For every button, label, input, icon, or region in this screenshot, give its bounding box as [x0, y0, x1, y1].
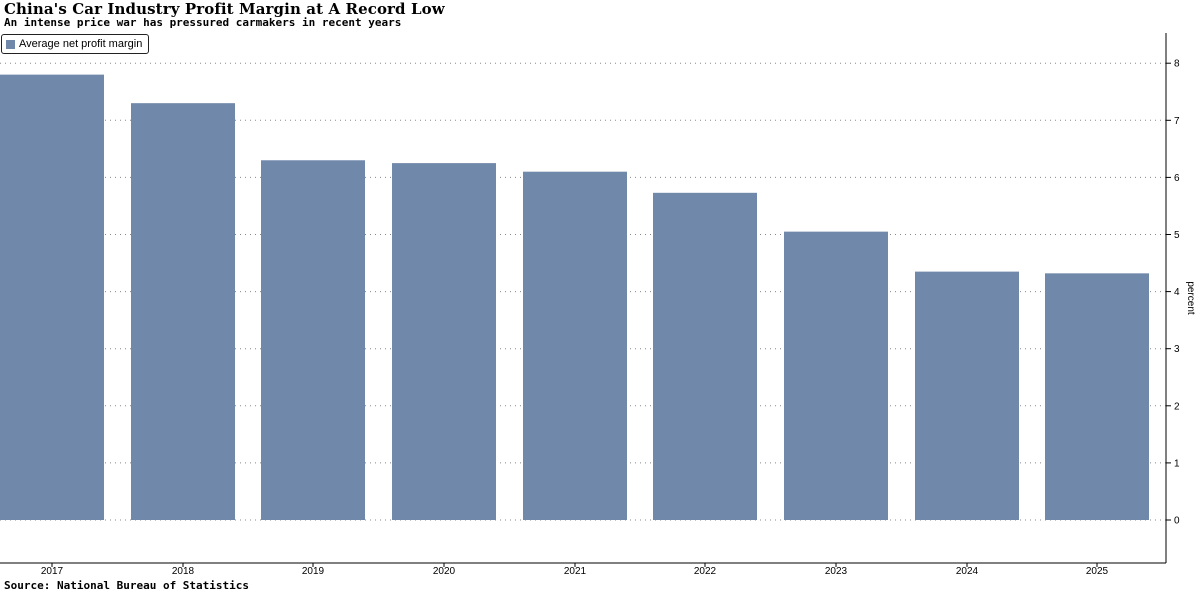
- bar-2018: [131, 103, 235, 521]
- bar-2019: [261, 160, 365, 520]
- x-tick-label: 2022: [694, 566, 717, 577]
- y-tick-label: 6: [1174, 173, 1180, 184]
- legend-swatch: [6, 39, 15, 49]
- y-tick-label: 4: [1174, 287, 1180, 298]
- y-tick-label: 7: [1174, 116, 1180, 127]
- x-tick-label: 2025: [1086, 566, 1109, 577]
- y-tick-label: 3: [1174, 344, 1180, 355]
- bar-2017: [0, 74, 104, 521]
- x-tick-label: 2020: [433, 566, 456, 577]
- y-tick-label: 8: [1174, 59, 1180, 70]
- chart-title: China's Car Industry Profit Margin at A …: [4, 0, 445, 18]
- bar-2025: [1045, 273, 1149, 520]
- bar-2024: [915, 271, 1019, 520]
- bar-2020: [392, 163, 496, 520]
- x-tick-label: 2018: [172, 566, 195, 577]
- x-tick-label: 2019: [302, 566, 325, 577]
- x-tick-label: 2021: [564, 566, 587, 577]
- chart-legend: Average net profit margin: [1, 34, 150, 54]
- x-tick-label: 2024: [956, 566, 979, 577]
- bar-2022: [653, 192, 757, 520]
- y-tick-label: 1: [1174, 458, 1180, 469]
- chart-subtitle: An intense price war has pressured carma…: [4, 16, 402, 29]
- source-note: Source: National Bureau of Statistics: [4, 579, 250, 592]
- bar-2021: [523, 171, 627, 520]
- x-tick-label: 2017: [41, 566, 64, 577]
- bar-2023: [784, 231, 888, 520]
- x-tick-label: 2023: [825, 566, 848, 577]
- y-tick-label: 5: [1174, 230, 1180, 241]
- y-tick-label: 2: [1174, 401, 1180, 412]
- legend-label-series: Average net profit margin: [19, 38, 143, 50]
- y-axis-title: percent: [1185, 281, 1196, 315]
- y-tick-label: 0: [1174, 516, 1180, 527]
